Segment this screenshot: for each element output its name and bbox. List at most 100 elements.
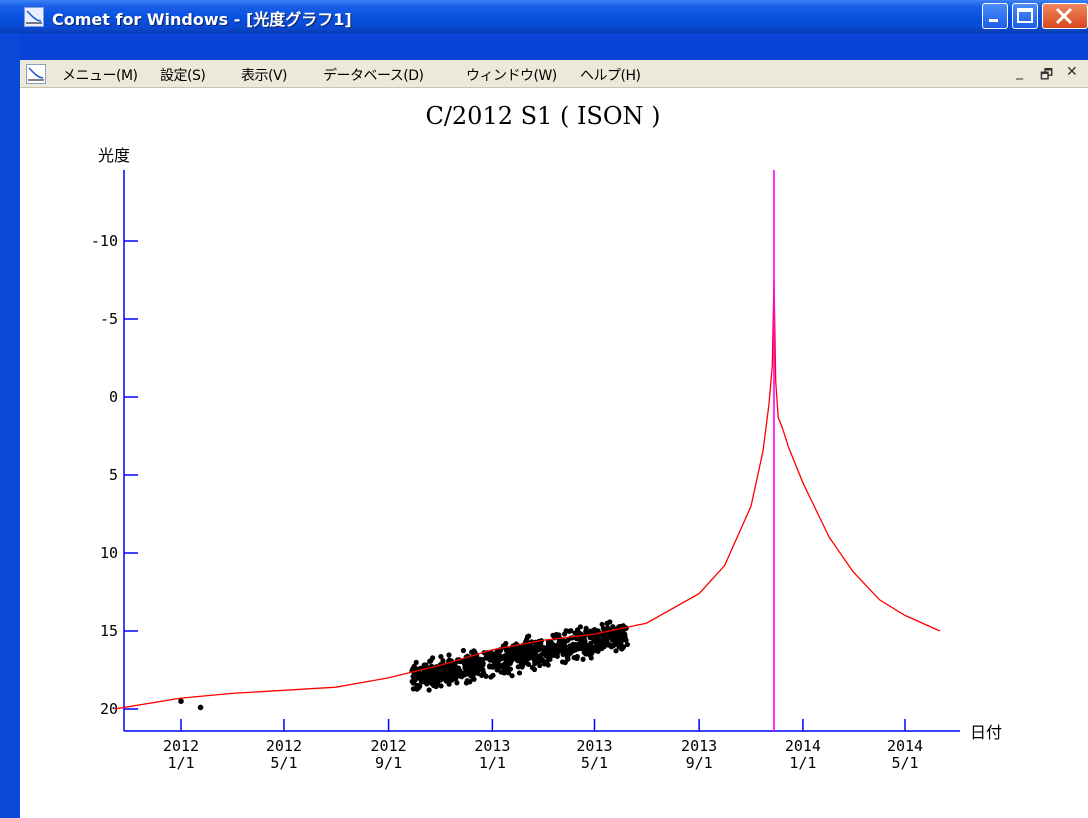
observation-point [604, 632, 610, 638]
observation-point [544, 659, 550, 665]
y-tick-label: -10 [91, 232, 118, 250]
y-ticks: -10 -5 0 5 10 15 20 [91, 232, 138, 718]
observation-point [525, 655, 531, 661]
observation-point [561, 631, 568, 637]
observation-point [449, 677, 455, 683]
close-icon [1055, 7, 1073, 25]
observation-point [609, 634, 615, 640]
y-tick-label: -5 [100, 310, 118, 328]
y-tick-label: 10 [100, 544, 118, 562]
observation-point [488, 674, 494, 680]
observation-point [583, 628, 589, 634]
observation-point [519, 664, 525, 670]
menu-item-view[interactable]: 表示(V) [241, 68, 288, 84]
observation-point [410, 680, 416, 686]
observation-point [565, 637, 571, 644]
x-tick-label-date: 1/1 [789, 754, 816, 772]
app-icon [24, 7, 44, 27]
observation-point [516, 670, 523, 676]
observation-point [453, 675, 459, 682]
observation-point [600, 625, 606, 632]
observation-point [428, 658, 434, 664]
x-tick-label-year: 2014 [887, 737, 923, 755]
maximize-button[interactable] [1012, 3, 1038, 29]
y-tick-label: 20 [100, 700, 118, 718]
observation-point [178, 698, 184, 704]
observation-point [582, 647, 588, 653]
observation-point [414, 686, 420, 692]
observation-point [614, 640, 620, 646]
x-tick-label-year: 2013 [576, 737, 612, 755]
observation-point [569, 645, 576, 652]
menu-item-database[interactable]: データベース(D) [323, 68, 424, 84]
observation-point [507, 666, 514, 672]
observation-point [580, 656, 586, 662]
observation-point [473, 658, 479, 664]
observation-point [437, 671, 443, 677]
observation-point [587, 628, 594, 634]
observation-point [613, 630, 619, 636]
observation-point [524, 636, 530, 643]
observation-point [599, 642, 605, 648]
close-button[interactable] [1042, 3, 1088, 29]
document-icon[interactable] [26, 64, 46, 84]
x-tick-label-year: 2012 [266, 737, 302, 755]
observation-point [565, 653, 571, 659]
mdi-minimize-button[interactable]: _ [1016, 64, 1023, 80]
x-axis-label: 日付 [970, 723, 1002, 742]
observation-point [595, 628, 601, 634]
y-tick-label: 0 [109, 388, 118, 406]
observation-point [602, 636, 608, 643]
minimize-button[interactable] [982, 3, 1008, 29]
observation-point [411, 663, 417, 669]
observation-point [594, 646, 600, 652]
x-tick-label-date: 9/1 [375, 754, 402, 772]
observation-point [463, 666, 469, 672]
observation-point [452, 662, 458, 669]
chart-icon [28, 67, 44, 81]
observation-point [472, 649, 478, 656]
menu-item-menu[interactable]: メニュー(M) [62, 68, 138, 84]
x-tick-label-year: 2013 [474, 737, 510, 755]
observation-point [493, 662, 499, 669]
menu-item-window[interactable]: ウィンドウ(W) [466, 68, 557, 84]
observation-point [430, 678, 437, 684]
x-tick-label-date: 5/1 [891, 754, 918, 772]
title-bar[interactable]: Comet for Windows - [光度グラフ1] [0, 0, 1088, 33]
observation-point [548, 639, 554, 645]
x-tick-label-date: 1/1 [167, 754, 194, 772]
observation-point [438, 653, 444, 660]
observation-point [426, 687, 432, 693]
observation-point [477, 657, 483, 663]
observation-point [468, 673, 474, 679]
observation-point [547, 649, 553, 655]
mdi-restore-button[interactable]: 🗗 [1040, 67, 1054, 83]
observation-point [446, 652, 452, 658]
x-tick-label-year: 2013 [681, 737, 717, 755]
maximize-icon [1017, 8, 1033, 23]
observation-point [604, 620, 610, 626]
observation-point [593, 636, 599, 642]
observation-point [471, 670, 477, 676]
menu-item-settings[interactable]: 設定(S) [160, 68, 206, 84]
y-tick-label: 15 [100, 622, 118, 640]
window-frame [0, 33, 20, 818]
window-title: Comet for Windows - [光度グラフ1] [52, 10, 352, 29]
brightness-chart[interactable]: C/2012 S1 ( ISON ) 光度 日付 -10 -5 0 5 10 15 20 2… [0, 88, 1088, 818]
x-tick-label-date: 9/1 [686, 754, 713, 772]
minimize-icon [989, 19, 998, 22]
observation-point [515, 664, 521, 670]
observation-point [584, 642, 590, 648]
observation-point [420, 673, 426, 679]
menu-bar: メニュー(M) 設定(S) 表示(V) データベース(D) ウィンドウ(W) ヘ… [20, 60, 1088, 88]
y-tick-label: 5 [109, 466, 118, 484]
x-tick-label-date: 5/1 [581, 754, 608, 772]
observation-point [532, 645, 538, 651]
y-axis-label: 光度 [98, 146, 130, 165]
menu-item-help[interactable]: ヘルプ(H) [580, 68, 641, 84]
x-tick-label-year: 2012 [371, 737, 407, 755]
mdi-close-button[interactable]: ✕ [1066, 64, 1078, 80]
observation-point [466, 656, 472, 662]
observation-point [529, 664, 536, 671]
